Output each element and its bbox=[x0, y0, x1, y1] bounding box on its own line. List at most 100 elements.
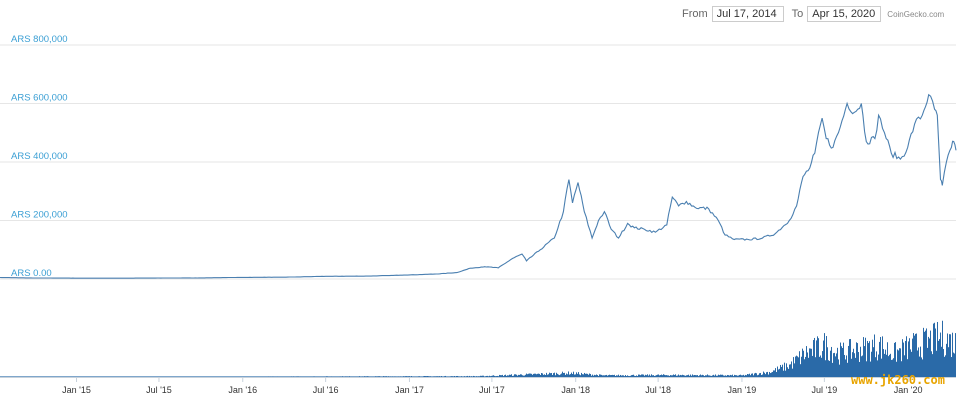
volume-bar bbox=[702, 374, 703, 377]
volume-bar bbox=[518, 374, 519, 377]
volume-bar bbox=[582, 374, 583, 377]
volume-bar bbox=[60, 376, 61, 377]
volume-bar bbox=[58, 376, 59, 377]
volume-bar bbox=[215, 376, 216, 377]
volume-bar bbox=[464, 376, 465, 377]
volume-bar bbox=[233, 376, 234, 377]
volume-bar bbox=[45, 376, 46, 377]
volume-bar bbox=[453, 376, 454, 377]
volume-bar bbox=[124, 376, 125, 377]
volume-bar bbox=[390, 376, 391, 377]
volume-bar bbox=[384, 376, 385, 377]
volume-bar bbox=[216, 376, 217, 377]
volume-bar bbox=[148, 376, 149, 377]
volume-bar bbox=[165, 376, 166, 377]
volume-bar bbox=[603, 375, 604, 377]
volume-bar bbox=[207, 376, 208, 377]
volume-bar bbox=[186, 376, 187, 377]
volume-bar bbox=[749, 373, 750, 377]
volume-bar bbox=[545, 375, 546, 377]
volume-bar bbox=[793, 357, 794, 377]
volume-bar bbox=[319, 376, 320, 377]
volume-bar bbox=[823, 340, 824, 377]
volume-bar bbox=[11, 376, 12, 377]
volume-bar bbox=[289, 376, 290, 377]
watermark-text: www.jk260.com bbox=[851, 373, 945, 387]
volume-bar bbox=[743, 374, 744, 377]
volume-bar bbox=[212, 376, 213, 377]
volume-bar bbox=[111, 376, 112, 377]
volume-bar bbox=[65, 376, 66, 377]
volume-bar bbox=[898, 350, 899, 377]
volume-bar bbox=[455, 376, 456, 377]
volume-bar bbox=[49, 376, 50, 377]
volume-bar bbox=[873, 347, 874, 377]
volume-bar bbox=[147, 376, 148, 377]
volume-bar bbox=[572, 374, 573, 377]
volume-bar bbox=[686, 375, 687, 377]
volume-bar bbox=[607, 375, 608, 377]
volume-bar bbox=[321, 376, 322, 377]
volume-bar bbox=[266, 376, 267, 377]
volume-bar bbox=[488, 376, 489, 377]
volume-bar bbox=[206, 376, 207, 377]
volume-bar bbox=[833, 353, 834, 377]
source-credit[interactable]: CoinGecko.com bbox=[887, 9, 945, 19]
volume-bar bbox=[795, 356, 796, 377]
volume-bar bbox=[535, 373, 536, 377]
volume-bar bbox=[194, 376, 195, 377]
volume-bar bbox=[211, 376, 212, 377]
volume-bar bbox=[160, 376, 161, 377]
volume-bar bbox=[315, 376, 316, 377]
volume-bar bbox=[817, 336, 818, 377]
volume-bar bbox=[527, 374, 528, 377]
volume-bar bbox=[472, 376, 473, 377]
volume-bar bbox=[404, 376, 405, 377]
volume-bar bbox=[90, 376, 91, 377]
volume-bar bbox=[914, 335, 915, 377]
volume-bar bbox=[414, 376, 415, 377]
volume-bar bbox=[951, 357, 952, 377]
volume-bar bbox=[735, 375, 736, 377]
volume-bar bbox=[751, 373, 752, 377]
from-date-input[interactable] bbox=[711, 6, 784, 22]
volume-bar bbox=[122, 376, 123, 377]
volume-bar bbox=[559, 375, 560, 377]
volume-bar bbox=[63, 376, 64, 377]
volume-bar bbox=[785, 370, 786, 377]
volume-bar bbox=[894, 342, 895, 377]
volume-bar bbox=[402, 376, 403, 377]
x-axis-labels: Jan '15 Jul '15 Jan '16 Jul '16 Jan '17 Jul '… bbox=[62, 377, 923, 395]
volume-bar bbox=[297, 376, 298, 377]
volume-bar bbox=[351, 376, 352, 377]
volume-bar bbox=[638, 374, 639, 377]
to-date-input[interactable] bbox=[807, 6, 882, 22]
volume-bar bbox=[672, 375, 673, 377]
volume-bar bbox=[528, 373, 529, 377]
volume-bar bbox=[563, 372, 564, 377]
volume-bar bbox=[697, 375, 698, 377]
volume-bar bbox=[403, 376, 404, 377]
volume-bar bbox=[893, 358, 894, 377]
volume-bar bbox=[492, 375, 493, 377]
volume-bar bbox=[657, 374, 658, 377]
volume-bar bbox=[728, 375, 729, 377]
volume-bar bbox=[699, 375, 700, 377]
volume-bar bbox=[137, 376, 138, 377]
volume-bar bbox=[843, 342, 844, 377]
volume-bar bbox=[35, 376, 36, 377]
volume-bar bbox=[418, 376, 419, 377]
volume-bar bbox=[841, 346, 842, 377]
volume-bar bbox=[210, 376, 211, 377]
volume-bar bbox=[339, 376, 340, 377]
volume-bar bbox=[842, 347, 843, 377]
volume-bar bbox=[201, 376, 202, 377]
volume-bar bbox=[251, 376, 252, 377]
volume-bar bbox=[505, 374, 506, 377]
volume-bar bbox=[22, 376, 23, 377]
volume-bar bbox=[714, 375, 715, 377]
volume-bar bbox=[859, 361, 860, 377]
volume-bar bbox=[322, 376, 323, 377]
volume-bar bbox=[586, 373, 587, 377]
volume-bar bbox=[20, 376, 21, 377]
